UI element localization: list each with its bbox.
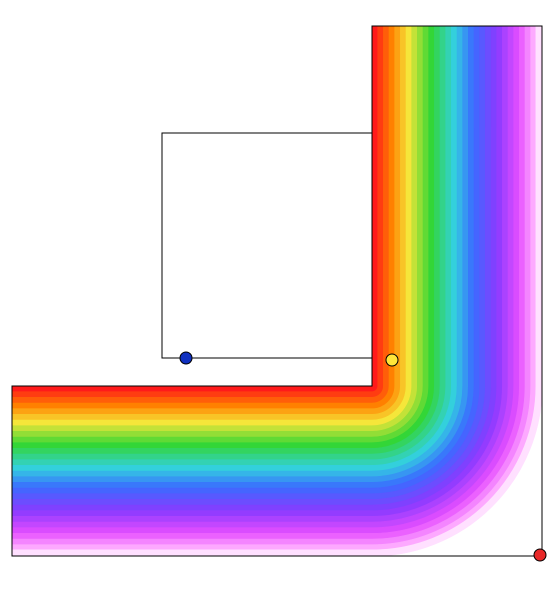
- contour-bands: [12, 26, 542, 556]
- inner-wire-rect: [162, 133, 372, 358]
- red-marker: [534, 549, 546, 561]
- blue-marker: [180, 352, 192, 364]
- bend-contour-diagram: [0, 0, 557, 590]
- yellow-marker: [386, 354, 398, 366]
